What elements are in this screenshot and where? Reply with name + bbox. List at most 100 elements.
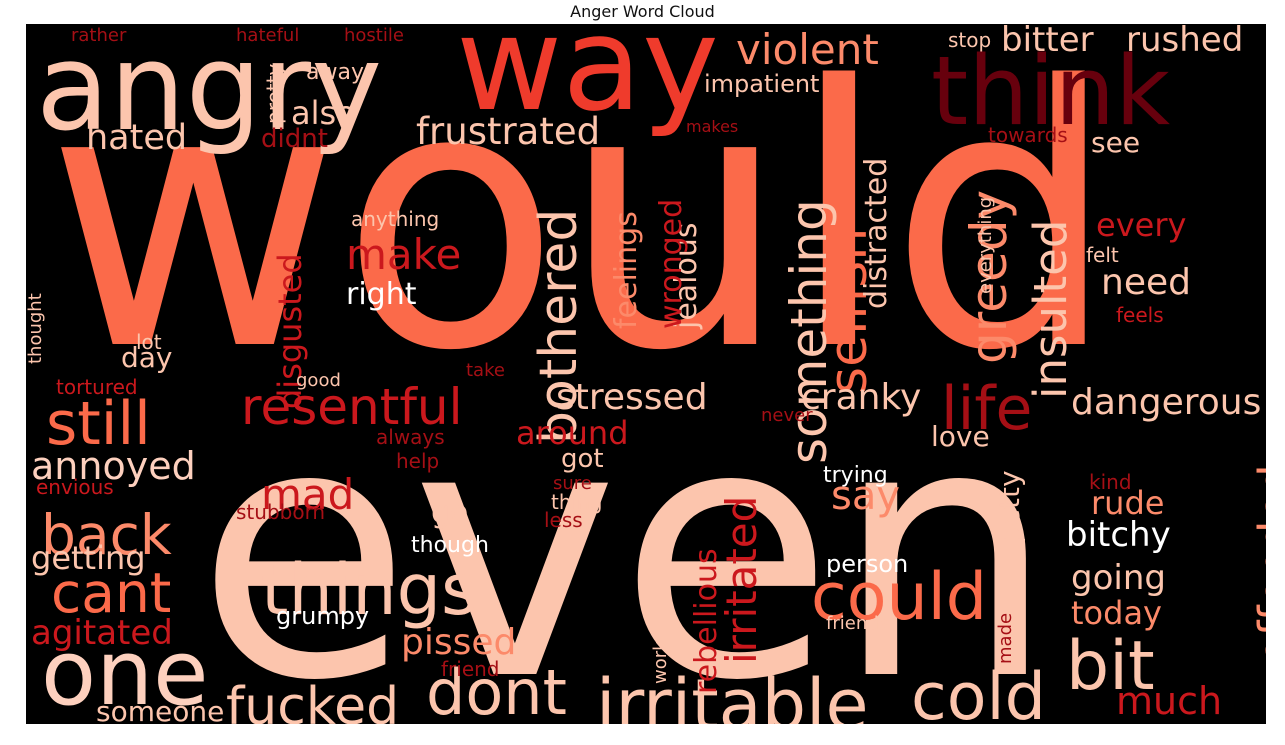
word-lot: lot — [136, 330, 162, 354]
word-made: made — [995, 613, 1016, 664]
word-bit: bit — [1066, 627, 1155, 706]
word-things: things — [261, 549, 478, 631]
word-life: life — [941, 374, 1032, 444]
word-take: take — [466, 360, 505, 381]
word-say: say — [831, 473, 900, 519]
word-around: around — [516, 414, 629, 452]
word-bitter: bitter — [1001, 24, 1094, 60]
word-bitchy: bitchy — [1066, 515, 1171, 555]
word-help: help — [396, 449, 439, 473]
word-also: also — [291, 94, 356, 132]
word-got: got — [561, 444, 604, 474]
word-way: way — [456, 24, 719, 140]
chart-title: Anger Word Cloud — [570, 2, 715, 21]
word-make: make — [346, 230, 461, 279]
word-fucked: fucked — [226, 677, 399, 724]
word-going: going — [1071, 558, 1166, 598]
word-dont: dont — [426, 656, 567, 724]
word-every: every — [1096, 206, 1186, 244]
word-would: would — [46, 24, 1117, 429]
word-resentful: resentful — [241, 378, 463, 436]
word-today: today — [1071, 594, 1162, 632]
word-rather: rather — [71, 25, 127, 46]
word-impatient: impatient — [704, 70, 819, 98]
word-something: something — [780, 199, 838, 464]
word-everything: everything — [975, 197, 996, 294]
word-stubborn: stubborn — [236, 500, 325, 524]
word-towards: towards — [988, 123, 1068, 147]
word-wronged: wronged — [654, 199, 689, 329]
word-didnt: didnt — [261, 124, 328, 154]
word-cranky: cranky — [801, 377, 921, 418]
word-love: love — [931, 420, 990, 453]
word-rebellious: rebellious — [689, 548, 724, 694]
word-cant: cant — [51, 561, 171, 625]
word-thing: thing — [551, 490, 602, 514]
word-could: could — [811, 560, 987, 635]
word-hated: hated — [86, 118, 187, 158]
word-rude: rude — [1091, 484, 1164, 522]
word-hostile: hostile — [344, 25, 404, 46]
word-person: person — [826, 550, 908, 578]
word-go: go — [431, 495, 468, 530]
word-friends: friends — [826, 613, 888, 634]
word-mad: mad — [261, 470, 354, 519]
word-anything: anything — [351, 207, 439, 231]
word-selfish: selfish — [819, 228, 879, 394]
word-insulted: insulted — [1024, 220, 1077, 399]
word-annoyed: annoyed — [31, 444, 196, 488]
word-felt: felt — [1086, 243, 1119, 267]
word-tortured: tortured — [56, 375, 138, 399]
word-agitated: agitated — [31, 613, 173, 653]
word-feelings: feelings — [609, 211, 644, 329]
word-though: though — [411, 533, 489, 558]
word-rushed: rushed — [1126, 24, 1243, 60]
word-dangerous: dangerous — [1071, 382, 1261, 423]
word-back: back — [41, 503, 172, 567]
word-hateful: hateful — [236, 25, 299, 46]
word-stop: stop — [948, 28, 991, 52]
word-pretty: pretty — [262, 64, 286, 124]
word-see: see — [1091, 126, 1140, 159]
word-stressed: stressed — [556, 377, 708, 418]
word-distracted: distracted — [859, 158, 894, 309]
word-angry: angry — [36, 24, 382, 158]
word-makes: makes — [686, 117, 738, 136]
word-kind: kind — [1089, 470, 1132, 494]
word-always: always — [376, 425, 445, 449]
word-cold: cold — [911, 660, 1046, 724]
word-offended: offended — [1249, 464, 1266, 664]
word-need: need — [1101, 262, 1191, 303]
word-still: still — [46, 389, 151, 459]
word-much: much — [1116, 679, 1222, 723]
word-one: one — [41, 621, 208, 724]
word-less: less — [544, 508, 583, 532]
word-feels: feels — [1116, 303, 1164, 327]
word-day: day — [121, 341, 173, 374]
word-grumpy: grumpy — [276, 602, 369, 630]
word-think: think — [931, 37, 1170, 147]
word-envious: envious — [36, 475, 114, 499]
word-jealous: jealous — [669, 222, 704, 330]
word-petty: petty — [993, 470, 1026, 544]
word-never: never — [761, 405, 813, 426]
word-disgusted: disgusted — [271, 253, 309, 409]
word-away: away — [306, 60, 364, 85]
word-someone: someone — [96, 695, 224, 724]
cloud-background — [26, 24, 1266, 724]
word-friend: friend — [441, 657, 500, 681]
word-work: work — [650, 640, 671, 684]
word-irritated: irritated — [717, 496, 766, 664]
word-bothered: bothered — [529, 209, 589, 444]
word-good: good — [296, 370, 341, 391]
word-frustrated: frustrated — [416, 110, 600, 153]
word-even: even — [196, 349, 1056, 724]
word-cloud: would even way angry think one things could irri… — [26, 24, 1266, 724]
word-sure: sure — [553, 473, 592, 494]
word-pissed: pissed — [401, 622, 516, 663]
word-trying: trying — [823, 463, 888, 488]
word-greedy: greedy — [960, 190, 1018, 364]
word-irritable: irritable — [596, 664, 869, 724]
word-getting: getting — [31, 539, 146, 577]
